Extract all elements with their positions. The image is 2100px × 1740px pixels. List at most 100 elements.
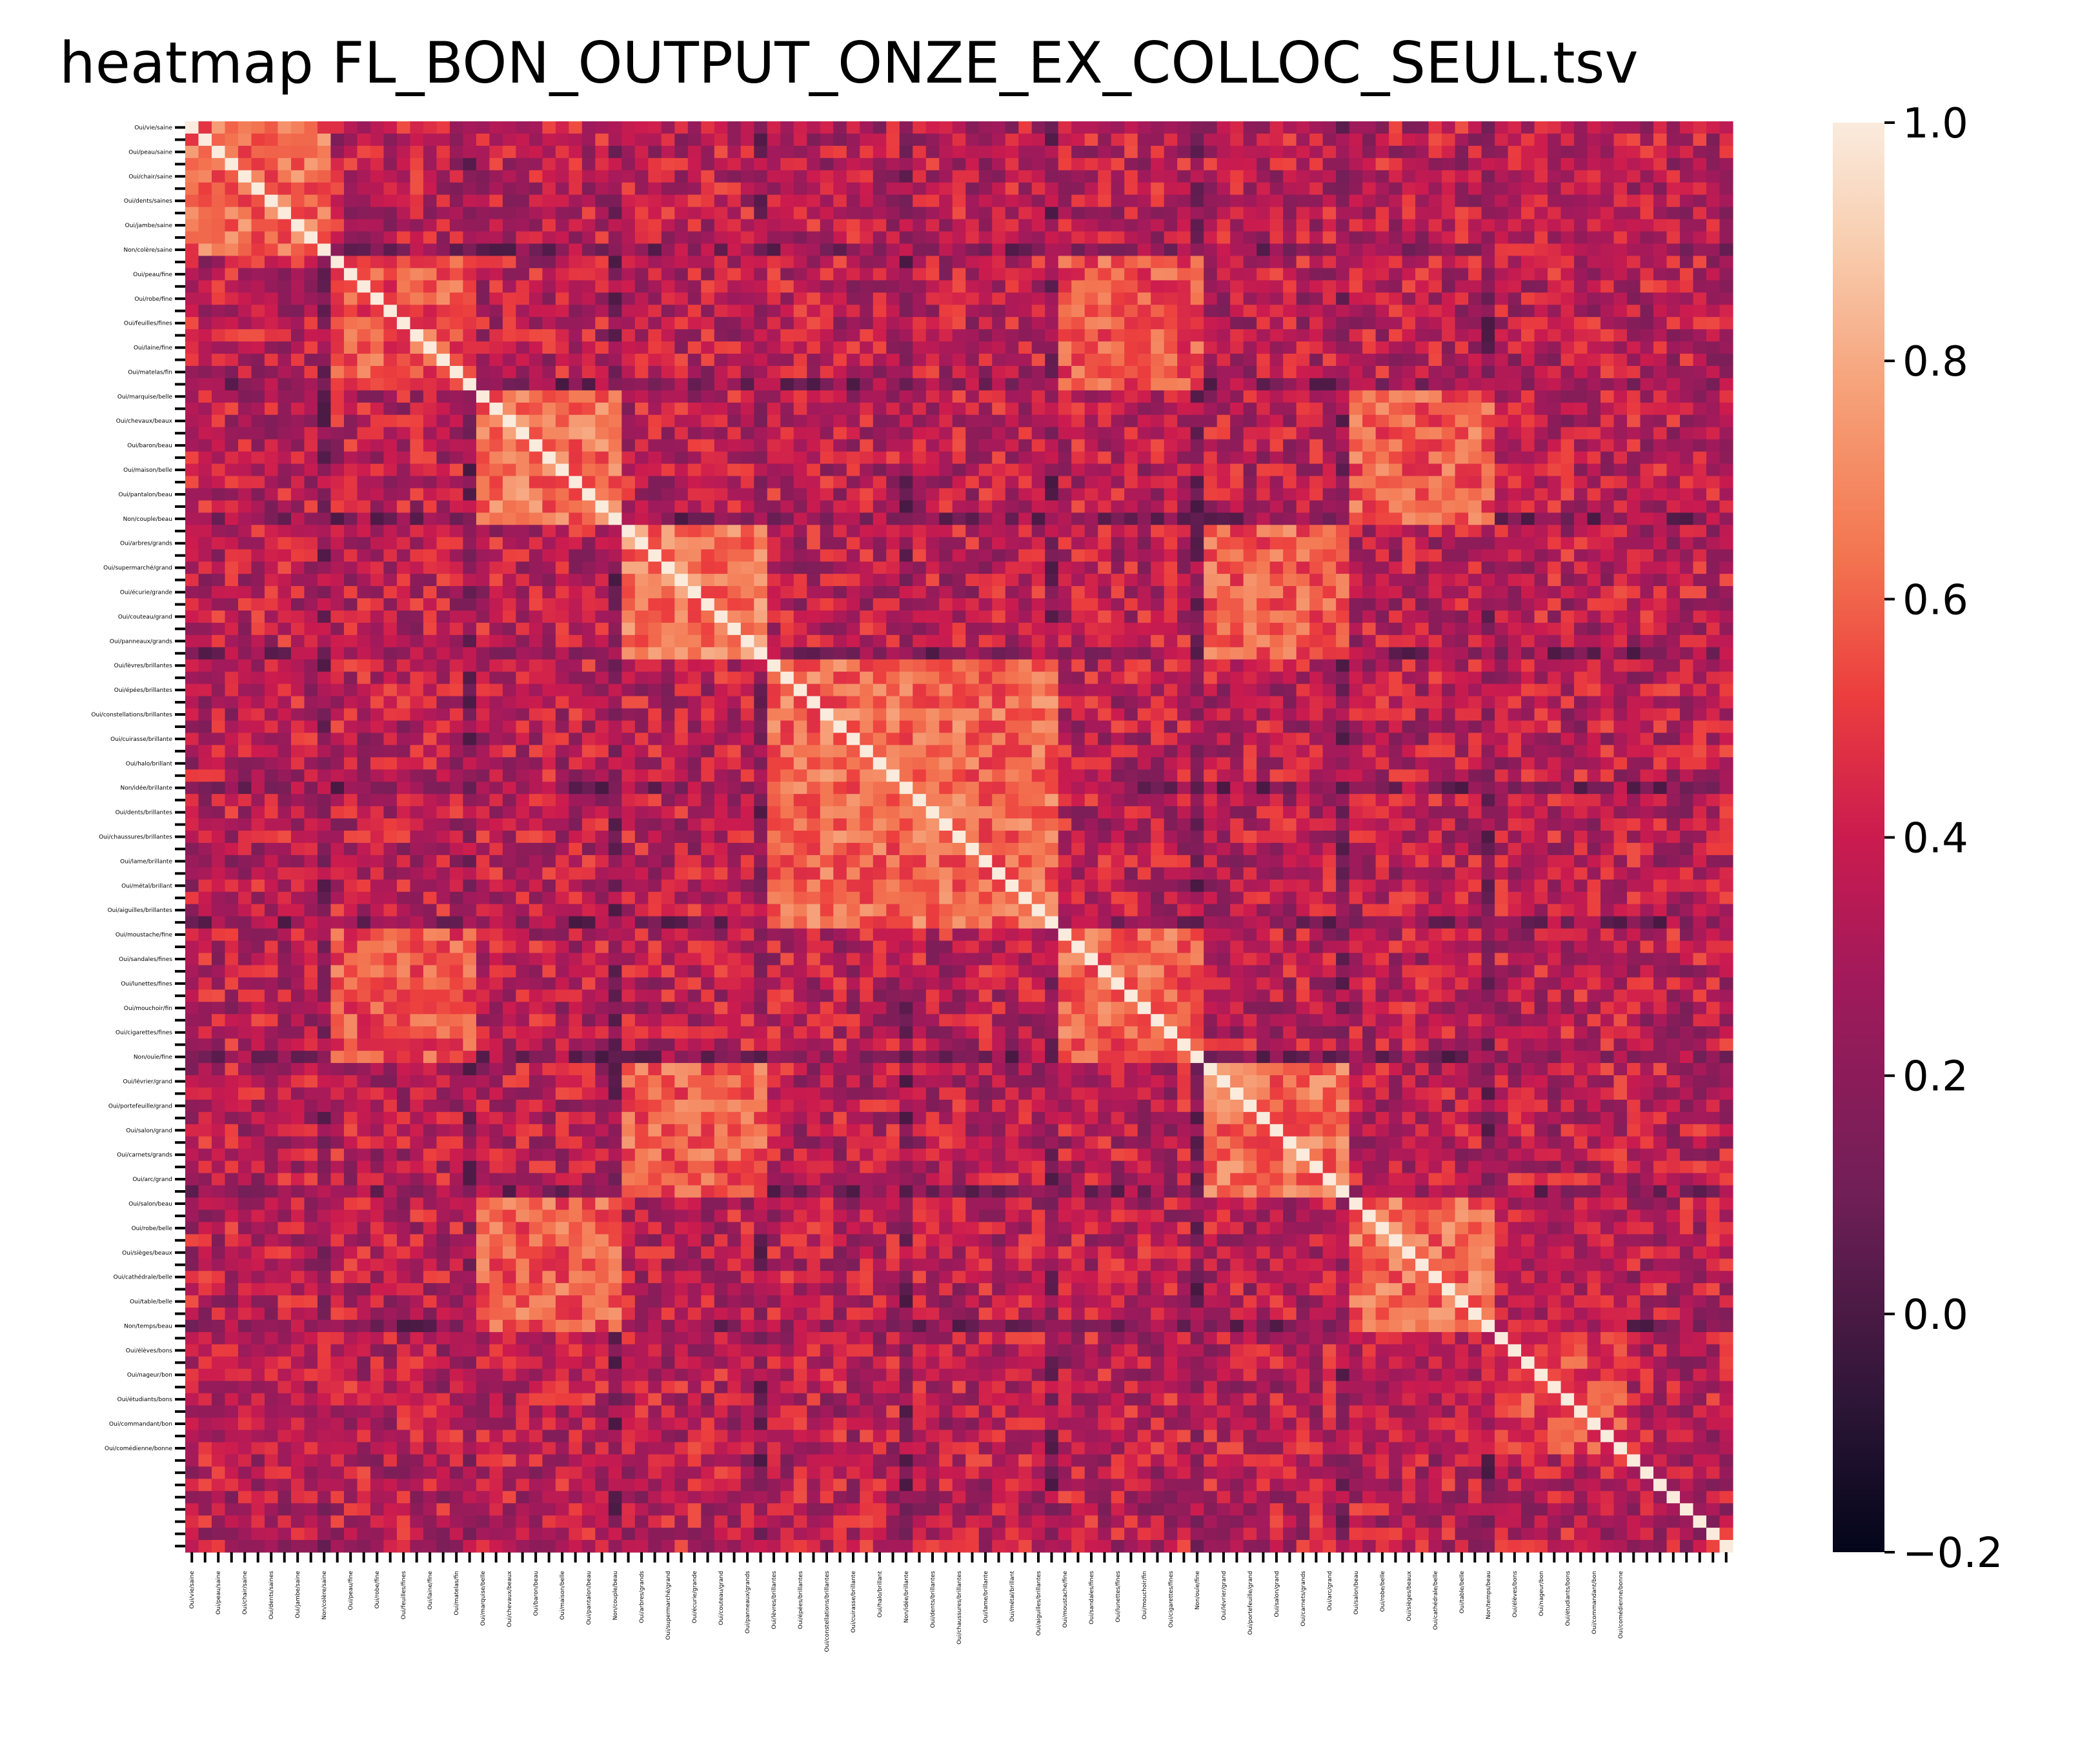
heatmap-cell [198,512,212,525]
heatmap-cell [264,280,279,293]
heatmap-cell [595,268,609,281]
heatmap-cell [754,488,768,501]
heatmap-cell [476,292,490,305]
heatmap-cell [1719,231,1733,245]
heatmap-cell [1362,549,1377,562]
heatmap-cell [449,463,464,477]
heatmap-cell [1521,219,1535,232]
heatmap-cell [516,292,530,305]
heatmap-cell [1336,414,1350,428]
heatmap-cell [1574,439,1588,452]
heatmap-cell [529,476,543,489]
heatmap-cell [1640,414,1654,428]
heatmap-cell [595,622,609,636]
heatmap-cell [357,182,371,196]
heatmap-cell [1151,622,1165,636]
heatmap-cell [701,280,715,293]
heatmap-cell [555,610,569,623]
heatmap-cell [1005,317,1019,330]
heatmap-cell [939,512,953,525]
heatmap-cell [1362,378,1377,391]
heatmap-cell [489,256,503,268]
heatmap-cell [1653,329,1668,342]
heatmap-cell [1190,354,1204,367]
heatmap-cell [1098,207,1112,220]
heatmap-cell [833,365,847,379]
heatmap-cell [687,610,702,623]
heatmap-cell [1098,194,1112,208]
heatmap-cell [833,292,847,305]
heatmap-cell [370,256,385,268]
heatmap-cell [1269,365,1284,379]
heatmap-cell [502,561,516,574]
heatmap-cell [1534,622,1548,636]
heatmap-cell [1375,329,1389,342]
heatmap-cell [1084,170,1098,183]
heatmap-cell [952,561,966,574]
heatmap-cell [1640,476,1654,489]
heatmap-cell [1719,292,1733,305]
heatmap-cell [1124,133,1138,147]
heatmap-cell [701,512,715,525]
heatmap-cell [1058,317,1072,330]
heatmap-cell [714,341,728,354]
heatmap-cell [992,170,1006,183]
heatmap-cell [1627,280,1641,293]
heatmap-cell [1177,194,1191,208]
heatmap-cell [740,488,754,501]
heatmap-cell [581,354,596,367]
heatmap-cell [423,610,438,623]
heatmap-cell [925,231,940,245]
heatmap-cell [463,280,477,293]
heatmap-cell [1428,157,1442,171]
heatmap-cell [185,354,199,367]
heatmap-cell [1269,329,1284,342]
heatmap-cell [436,219,450,232]
heatmap-cell [754,157,768,171]
heatmap-cell [463,194,477,208]
heatmap-cell [1693,598,1707,611]
heatmap-cell [793,121,807,134]
heatmap-cell [793,402,807,416]
heatmap-cell [807,280,821,293]
heatmap-cell [449,133,464,147]
heatmap-cell [211,341,226,354]
heatmap-cell [1058,512,1072,525]
heatmap-cell [1137,402,1151,416]
heatmap-cell [1415,463,1429,477]
heatmap-cell [1481,476,1495,489]
heatmap-cell [423,121,438,134]
heatmap-cell [264,512,279,525]
heatmap-cell [463,463,477,477]
heatmap-cell [939,439,953,452]
heatmap-cell [449,378,464,391]
heatmap-cell [1164,329,1178,342]
heatmap-cell [846,414,860,428]
heatmap-cell [674,133,689,147]
heatmap-cell [1428,427,1442,440]
heatmap-cell [1362,610,1377,623]
heatmap-cell [648,488,662,501]
heatmap-cell [198,354,212,367]
heatmap-cell [965,488,980,501]
heatmap-cell [1190,256,1204,268]
heatmap-cell [1177,500,1191,513]
heatmap-cell [1362,231,1377,245]
heatmap-cell [1719,354,1733,367]
heatmap-cell [383,121,398,134]
heatmap-cell [396,402,411,416]
heatmap-cell [1190,145,1204,159]
heatmap-cell [1428,525,1442,538]
heatmap-cell [211,354,226,367]
heatmap-cell [992,525,1006,538]
heatmap-cell [1296,500,1310,513]
heatmap-cell [886,378,900,391]
heatmap-cell [555,341,569,354]
heatmap-cell [780,414,794,428]
heatmap-cell [899,488,913,501]
heatmap-cell [1217,207,1231,220]
heatmap-cell [1428,549,1442,562]
heatmap-cell [290,256,305,268]
heatmap-cell [873,598,887,611]
heatmap-cell [489,488,503,501]
